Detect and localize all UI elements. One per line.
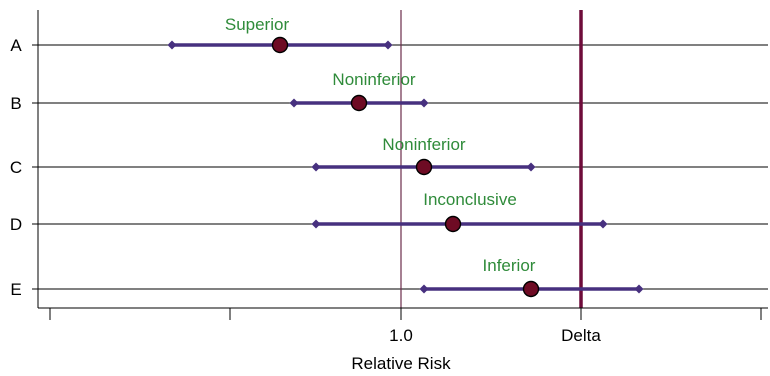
point-estimate: [271, 36, 289, 54]
ci-endpoint-marker: [419, 284, 429, 294]
row-label: C: [10, 158, 22, 177]
point-estimate: [350, 94, 368, 112]
x-tick-label: Delta: [561, 326, 601, 345]
ci-endpoint-marker: [311, 219, 321, 229]
ci-endpoint-marker: [311, 162, 321, 172]
x-tick-label: 1.0: [389, 326, 413, 345]
row-label: D: [10, 215, 22, 234]
point-estimate: [522, 280, 540, 298]
row-label: B: [10, 94, 21, 113]
point-estimate: [444, 215, 462, 233]
row-annotation: Noninferior: [382, 135, 465, 154]
ci-endpoint-marker: [598, 219, 608, 229]
row-label: E: [10, 280, 21, 299]
ci-endpoint-marker: [383, 40, 393, 50]
ci-endpoint-marker: [634, 284, 644, 294]
ci-endpoint-marker: [167, 40, 177, 50]
x-axis-title: Relative Risk: [351, 354, 451, 373]
ci-endpoint-marker: [526, 162, 536, 172]
row-annotation: Inconclusive: [423, 190, 517, 209]
ci-endpoint-marker: [289, 98, 299, 108]
row-label: A: [10, 36, 22, 55]
row-annotation: Superior: [225, 15, 290, 34]
row-annotation: Inferior: [483, 256, 536, 275]
row-annotation: Noninferior: [332, 70, 415, 89]
ci-endpoint-marker: [419, 98, 429, 108]
point-estimate: [415, 158, 433, 176]
